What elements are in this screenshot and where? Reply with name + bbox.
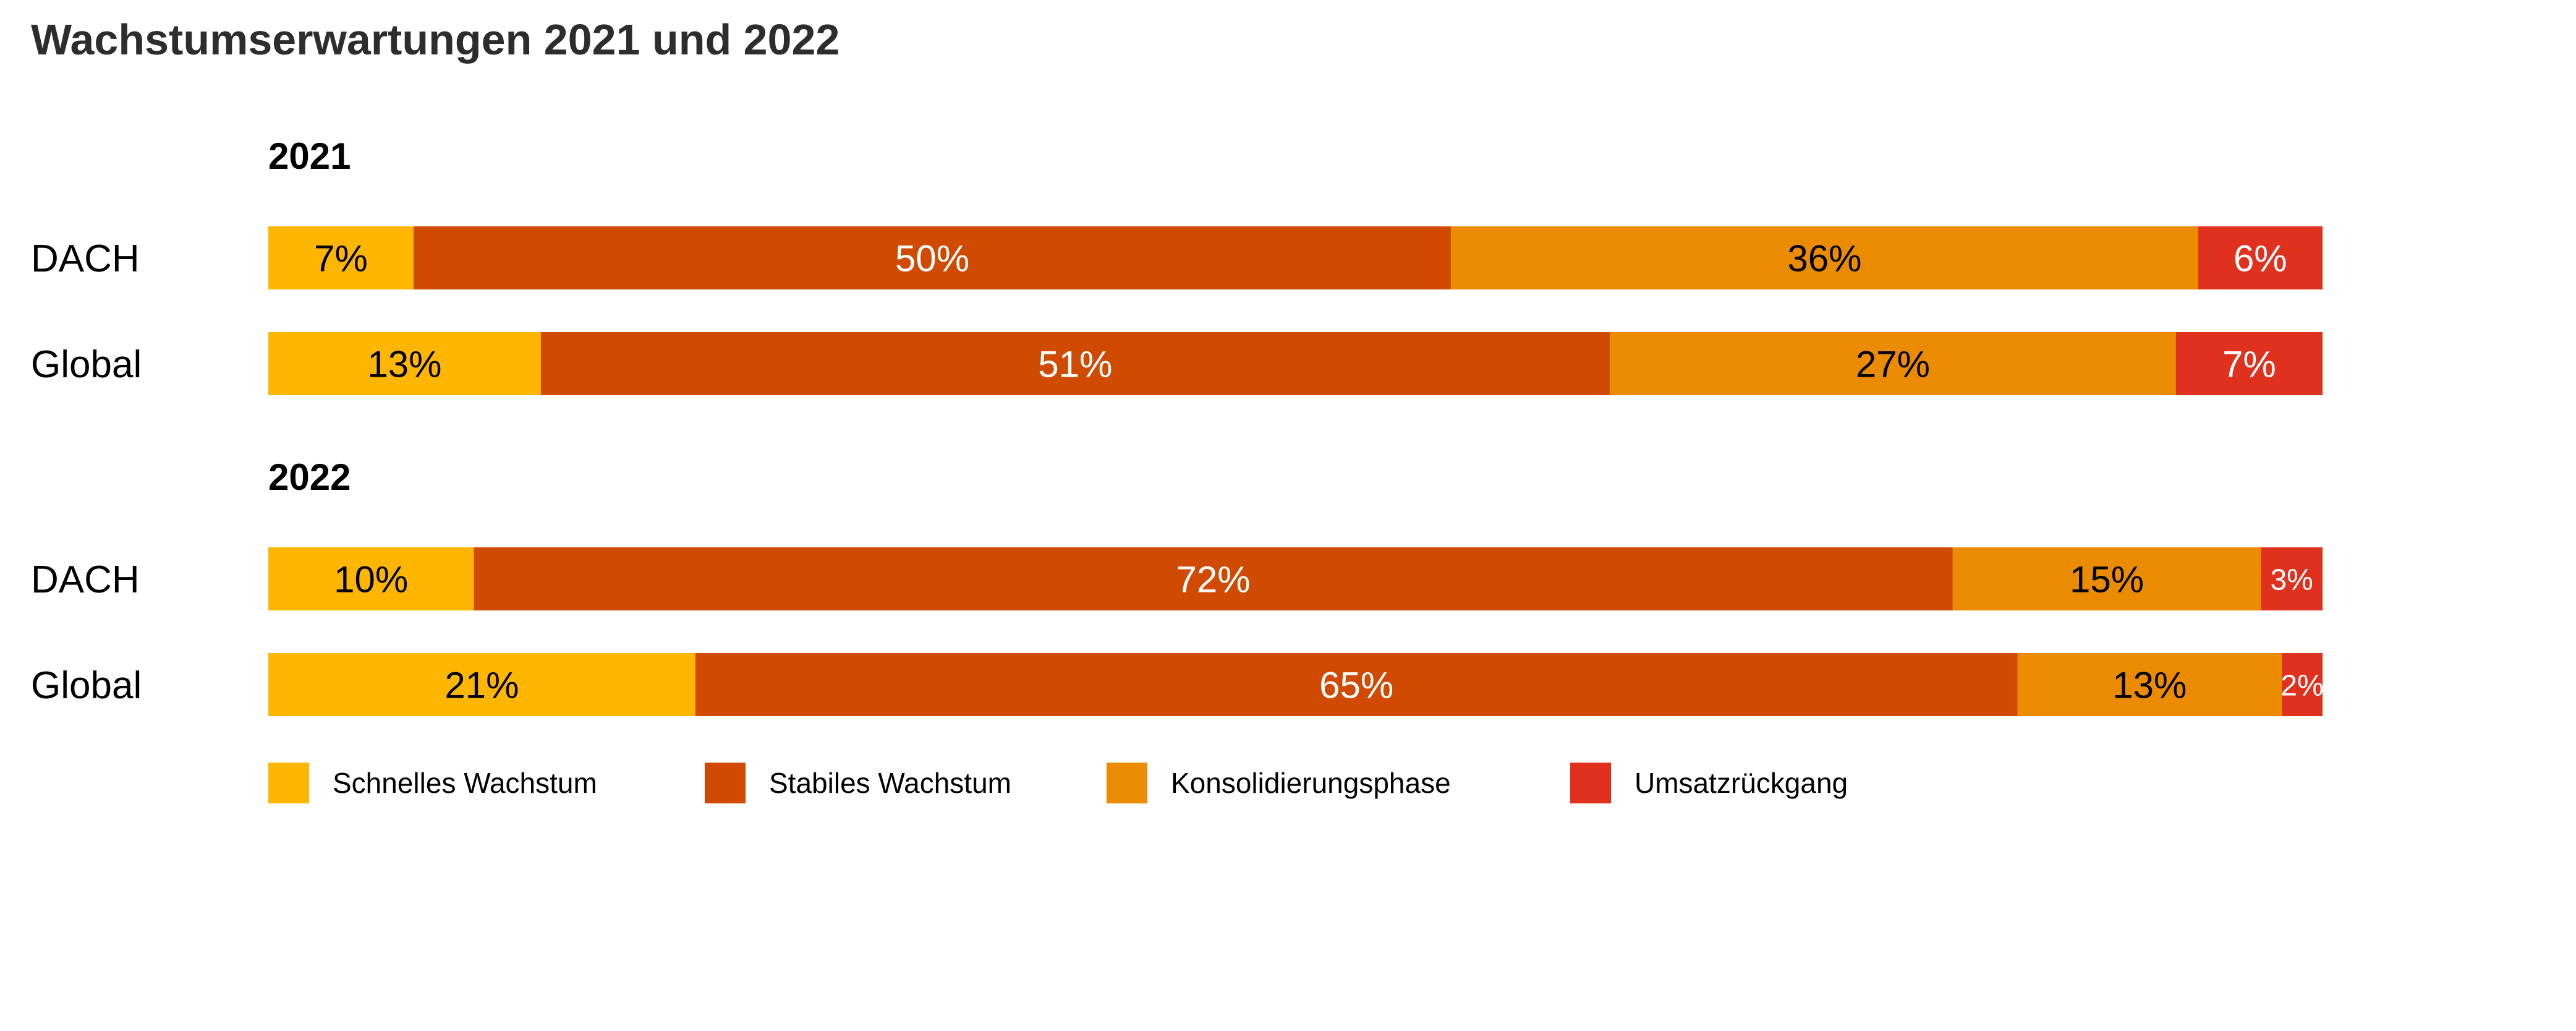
data-label: 7% bbox=[314, 238, 368, 280]
data-label: 13% bbox=[2112, 665, 2187, 706]
legend-swatch bbox=[268, 763, 309, 803]
data-label: 27% bbox=[1856, 344, 1930, 385]
data-label: 2% bbox=[2281, 669, 2323, 702]
data-label: 36% bbox=[1787, 238, 1861, 280]
data-label: 6% bbox=[2234, 238, 2287, 280]
legend-label: Konsolidierungsphase bbox=[1171, 767, 1451, 799]
bar-segment bbox=[474, 547, 1953, 610]
data-label: 72% bbox=[1176, 559, 1251, 601]
data-label: 3% bbox=[2270, 563, 2313, 596]
bar-segment bbox=[2017, 653, 2282, 716]
bar-segment bbox=[1610, 332, 2176, 395]
bar-segment bbox=[1451, 226, 2198, 289]
bar-segment bbox=[268, 332, 541, 395]
legend-swatch bbox=[1107, 763, 1147, 803]
row-label: DACH bbox=[31, 558, 140, 601]
row-label: Global bbox=[31, 664, 142, 707]
bar-segment bbox=[2198, 226, 2323, 289]
bar-segment bbox=[268, 547, 474, 610]
data-label: 15% bbox=[2070, 559, 2144, 601]
legend-label: Schnelles Wachstum bbox=[333, 767, 597, 799]
bar-segment bbox=[413, 226, 1452, 289]
bar-segment bbox=[540, 332, 1610, 395]
data-label: 13% bbox=[367, 344, 441, 385]
data-label: 21% bbox=[444, 665, 519, 706]
bar-segment bbox=[2261, 547, 2323, 610]
legend-swatch bbox=[1570, 763, 1611, 803]
data-label: 7% bbox=[2222, 344, 2276, 385]
row-label: DACH bbox=[31, 237, 140, 280]
group-label: 2022 bbox=[268, 456, 351, 498]
legend-label: Stabiles Wachstum bbox=[769, 767, 1011, 799]
bar-segment bbox=[1952, 547, 2261, 610]
data-label: 65% bbox=[1319, 665, 1393, 706]
data-label: 50% bbox=[895, 238, 969, 280]
data-label: 51% bbox=[1038, 344, 1112, 385]
bar-segment bbox=[695, 653, 2018, 716]
bar-segment bbox=[2175, 332, 2323, 395]
legend-label: Umsatzrückgang bbox=[1634, 767, 1848, 799]
bar-segment bbox=[268, 653, 695, 716]
group-label: 2021 bbox=[268, 135, 351, 177]
legend-swatch bbox=[705, 763, 746, 803]
data-label: 10% bbox=[334, 559, 408, 601]
chart-title: Wachstumserwartungen 2021 und 2022 bbox=[31, 15, 840, 64]
bar-segment bbox=[2282, 653, 2323, 716]
bar-segment bbox=[268, 226, 414, 289]
row-label: Global bbox=[31, 343, 142, 386]
